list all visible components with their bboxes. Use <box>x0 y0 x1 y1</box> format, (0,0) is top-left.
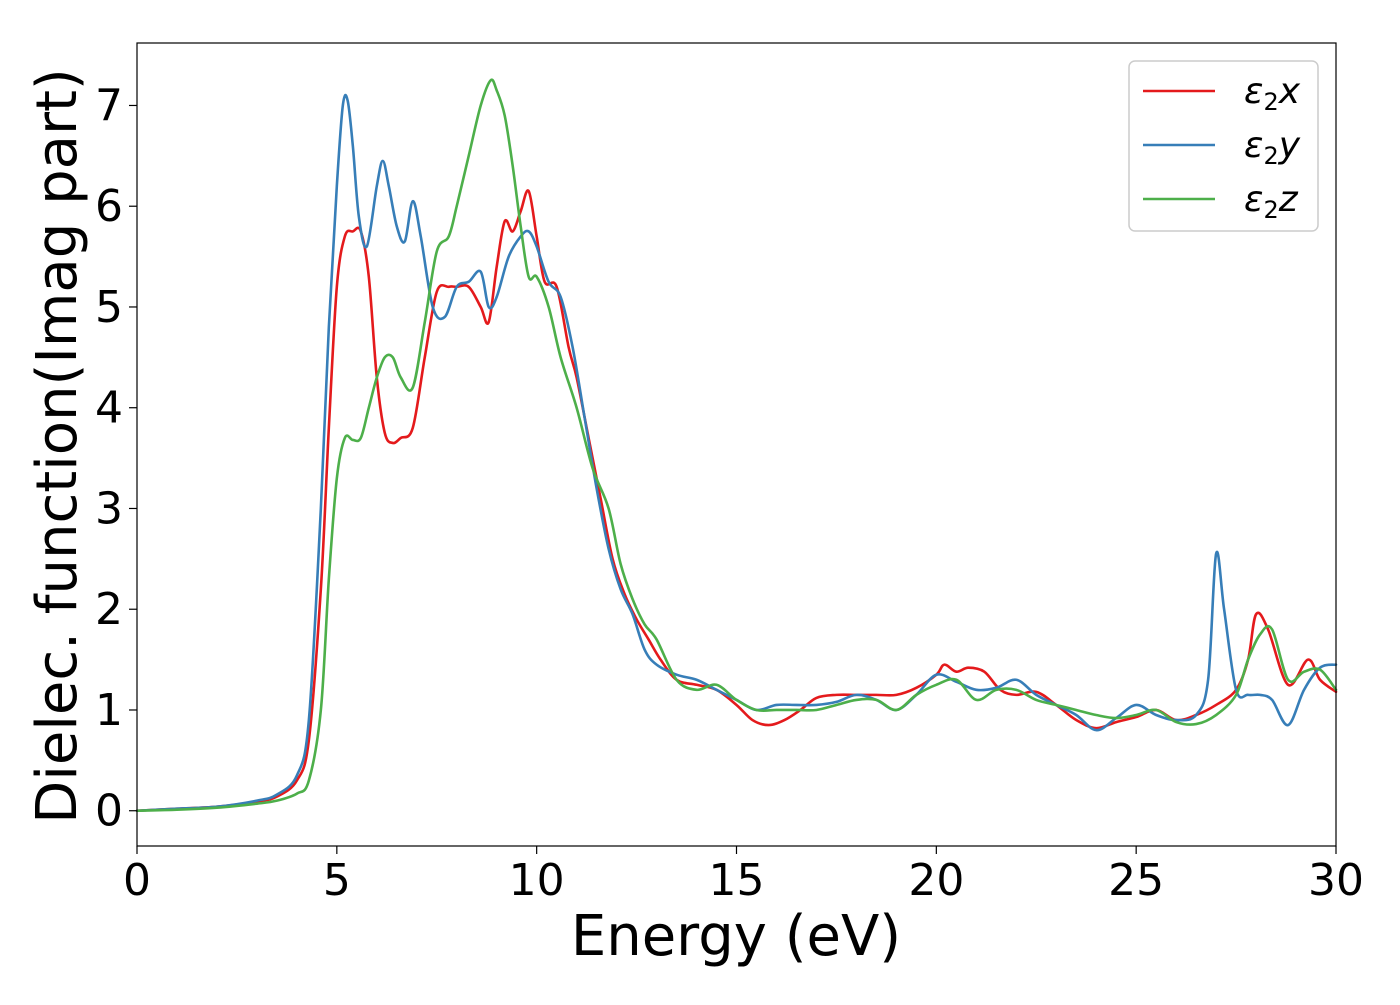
y-tick-label: 2 <box>95 584 123 635</box>
x-tick-label: 5 <box>323 855 351 906</box>
series-line-z <box>135 78 1338 813</box>
series-layer <box>135 78 1338 813</box>
legend-box <box>1128 60 1319 232</box>
y-tick-label: 1 <box>95 685 123 736</box>
legend-label-z: ε2z <box>1244 179 1299 224</box>
y-axis: 0 1 2 3 4 5 6 7 <box>95 80 137 837</box>
x-tick-label: 15 <box>709 855 765 906</box>
legend: ε2x ε2y ε2z <box>1128 60 1319 232</box>
y-tick-label: 6 <box>95 181 123 232</box>
x-tick-label: 25 <box>1108 855 1164 906</box>
y-tick-label: 3 <box>95 483 123 534</box>
y-tick-label: 0 <box>95 786 123 837</box>
x-tick-label: 30 <box>1308 855 1364 906</box>
legend-label-x: ε2x <box>1244 71 1301 116</box>
y-tick-label: 7 <box>95 80 123 131</box>
x-axis-label: Energy (eV) <box>571 904 901 969</box>
legend-label-y: ε2y <box>1244 125 1301 170</box>
x-axis: 0 5 10 15 20 25 30 <box>123 846 1364 906</box>
y-tick-label: 4 <box>95 383 123 434</box>
x-tick-label: 10 <box>509 855 565 906</box>
x-tick-label: 0 <box>123 855 151 906</box>
x-tick-label: 20 <box>908 855 964 906</box>
series-line-y <box>135 93 1338 813</box>
y-axis-label: Dielec. function(Imag part) <box>25 68 90 824</box>
y-tick-label: 5 <box>95 282 123 333</box>
